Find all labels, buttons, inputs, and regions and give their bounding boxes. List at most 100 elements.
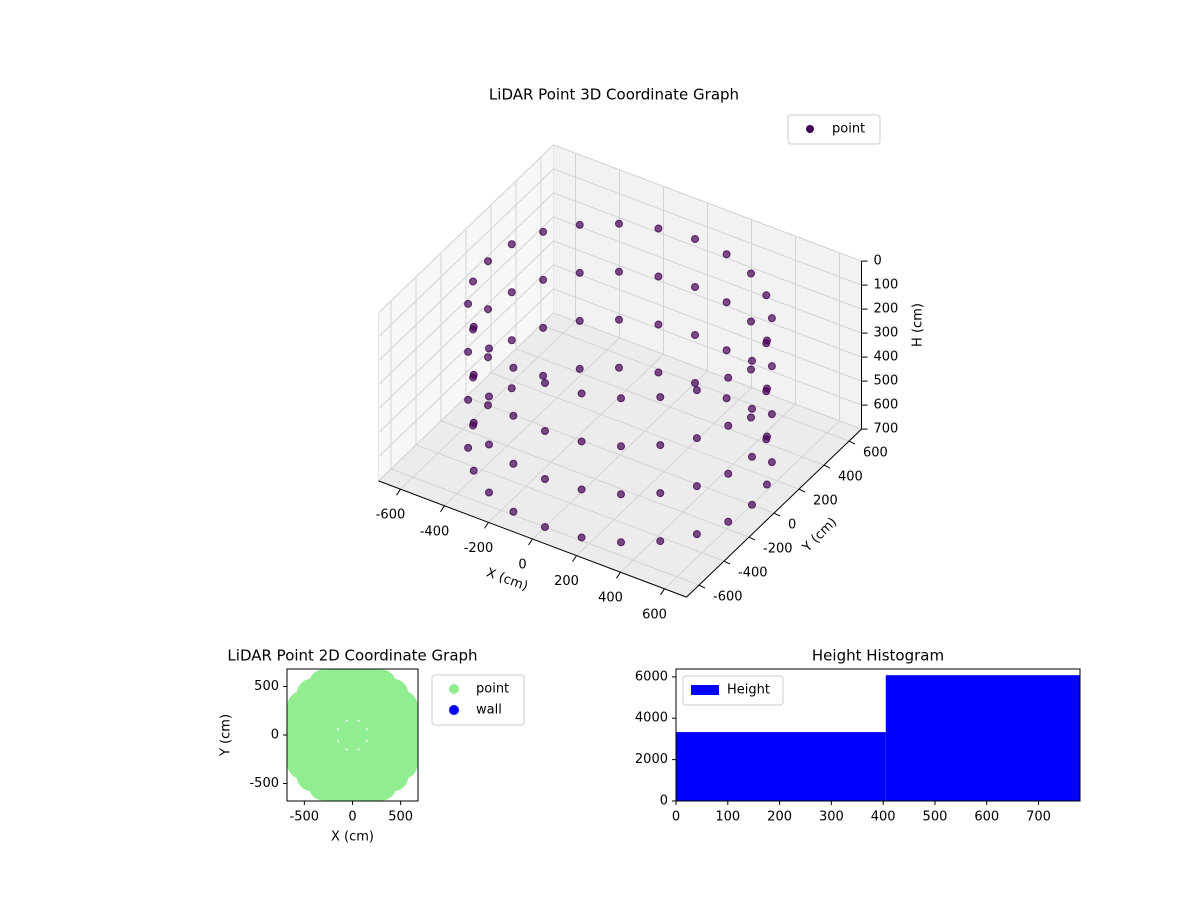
tick-mark: [723, 560, 731, 565]
data-point: [762, 435, 771, 444]
data-point: [469, 466, 478, 475]
data-point: [748, 500, 756, 509]
y-tick-label: 200: [813, 494, 838, 509]
data-point: [654, 272, 663, 281]
legend-box: [787, 114, 881, 145]
chart-title: LiDAR Point 2D Coordinate Graph: [227, 647, 477, 665]
y-tick-label: -400: [738, 566, 768, 581]
data-point: [469, 325, 478, 334]
data-point: [484, 353, 492, 362]
z-tick-label: 0: [874, 254, 882, 269]
legend-label: point: [832, 122, 865, 137]
data-point: [656, 393, 665, 402]
data-point: [691, 283, 699, 291]
y-tick-label: 400: [838, 470, 863, 485]
data-point: [509, 507, 518, 516]
legend-swatch: [691, 685, 719, 695]
legend-marker: [449, 684, 459, 694]
data-point: [767, 362, 776, 371]
data-point: [577, 485, 586, 494]
y-tick-label: 0: [660, 794, 668, 809]
tick-mark: [572, 555, 577, 562]
x-tick-label: 600: [642, 607, 667, 622]
data-point: [615, 315, 623, 324]
data-point: [722, 394, 731, 403]
data-point: [748, 356, 756, 365]
legend-marker: [806, 125, 814, 133]
grid-line: [378, 288, 554, 458]
tick-mark: [823, 464, 831, 469]
x-tick-label: -500: [290, 810, 320, 825]
grid-line: [553, 264, 862, 382]
z-tick-label: 500: [874, 374, 899, 389]
y-tick-label: 0: [271, 728, 279, 743]
grid-line: [553, 216, 862, 334]
data-point: [485, 392, 493, 401]
x-tick-label: 400: [871, 810, 896, 825]
data-point: [464, 347, 473, 356]
tick-mark: [748, 536, 756, 541]
grid-line: [553, 168, 862, 286]
data-point: [484, 257, 492, 266]
tick-mark: [484, 522, 489, 529]
data-point: [577, 437, 586, 446]
data-point: [507, 240, 516, 249]
data-point: [617, 490, 625, 499]
grid-line: [553, 312, 862, 430]
data-point: [767, 314, 776, 323]
data-point: [509, 411, 518, 420]
data-point: [654, 224, 663, 233]
tick-mark: [528, 538, 533, 546]
grid-line: [553, 192, 862, 310]
tick-mark: [660, 588, 665, 596]
x-tick-label: 400: [598, 591, 623, 606]
x-tick-label: -600: [376, 508, 406, 523]
tick-mark: [698, 584, 706, 589]
x-tick-label: 0: [518, 558, 526, 573]
data-point: [656, 537, 665, 546]
data-point: [747, 413, 755, 422]
data-point: [469, 421, 478, 430]
z-tick-label: 300: [874, 326, 899, 341]
data-point: [692, 482, 701, 491]
data-point: [539, 275, 548, 284]
data-point: [507, 288, 516, 297]
z-tick-label: 100: [874, 278, 899, 293]
data-point: [464, 299, 473, 308]
data-point: [747, 269, 755, 278]
data-point: [509, 363, 518, 372]
legend-box: [682, 675, 784, 706]
data-point: [507, 336, 516, 345]
data-point: [724, 421, 733, 430]
data-point: [748, 404, 756, 413]
data-point: [724, 517, 733, 526]
y-tick-label: 0: [788, 518, 796, 533]
data-point: [484, 305, 492, 314]
data-point: [656, 441, 665, 450]
data-point: [767, 458, 776, 467]
data-point: [485, 488, 493, 497]
grid-line: [490, 372, 800, 490]
data-point: [747, 365, 755, 374]
x-axis-line: [378, 480, 687, 598]
data-point: [469, 277, 478, 286]
data-point: [615, 363, 623, 372]
data-point: [464, 443, 473, 452]
legend-marker: [449, 705, 459, 715]
data-point: [724, 469, 733, 478]
data-point: [692, 434, 701, 443]
data-point: [617, 442, 625, 451]
data-point: [485, 344, 493, 353]
grid-line: [440, 420, 750, 538]
data-point: [485, 440, 493, 449]
tick-mark: [440, 505, 445, 513]
grid-line: [378, 240, 554, 410]
grid-line: [378, 192, 554, 362]
data-point: [656, 489, 665, 498]
data-point: [541, 523, 549, 531]
data-point: [748, 452, 756, 461]
z-tick-label: 700: [874, 422, 899, 437]
x-tick-label: 700: [1026, 810, 1051, 825]
x-tick-label: 0: [348, 810, 356, 825]
